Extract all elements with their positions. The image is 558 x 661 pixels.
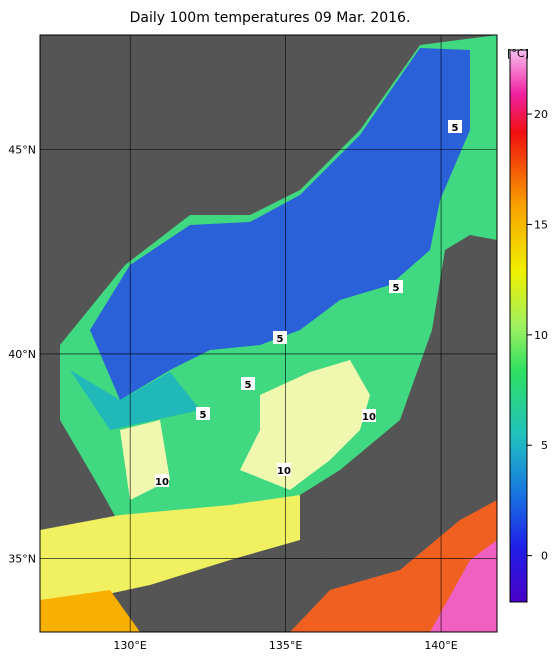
sea-red (290, 500, 497, 632)
contour-label: 10 (362, 412, 376, 423)
contour-label: 10 (155, 477, 169, 488)
land-hokkaido (445, 235, 497, 330)
title: Daily 100m temperatures 09 Mar. 2016. (130, 10, 411, 26)
contour-label-bg (155, 474, 169, 487)
sea-teal (70, 370, 200, 430)
lat-tick-label: 40°N (8, 348, 36, 361)
contour-label: 5 (245, 380, 252, 391)
contour-label: 5 (277, 334, 284, 345)
colorbar-tick-label: 5 (541, 439, 548, 452)
frame (39, 34, 498, 633)
contour-label-bg (196, 407, 210, 420)
lon-tick-label: 130°E (113, 639, 146, 652)
contour-label-bg (241, 377, 255, 390)
lat-tick-label: 35°N (8, 552, 36, 565)
sea-yellow (40, 495, 300, 600)
contour-label: 5 (452, 123, 459, 134)
colorbar (509, 49, 528, 603)
contour-label-bg (448, 120, 462, 133)
contour-label-bg (362, 409, 376, 422)
contour-label: 5 (200, 410, 207, 421)
colorbar-tick-label: 15 (534, 218, 548, 231)
lon-tick-label: 140°E (424, 639, 457, 652)
contour-label-bg (273, 331, 287, 344)
colorbar-tick-label: 0 (541, 550, 548, 563)
contour-label: 5 (393, 283, 400, 294)
land-japan (300, 380, 497, 560)
contour-label: 10 (277, 466, 291, 477)
sea-pink (430, 540, 497, 632)
contour-labels: 5 5 5 5 5 10 10 10 (155, 120, 462, 488)
grid (40, 35, 497, 632)
colorbar-tick-label: 20 (534, 108, 548, 121)
contour-label-bg (389, 280, 403, 293)
sea-blue (90, 48, 470, 400)
colorbar-unit: [°C] (507, 47, 529, 60)
sea-orange (40, 590, 140, 632)
lon-tick-label: 135°E (269, 639, 302, 652)
sea-warm (240, 360, 370, 490)
contour-label-bg (277, 463, 291, 476)
lat-tick-label: 45°N (8, 143, 36, 156)
map-area: 5 5 5 5 5 10 10 10 (40, 35, 497, 632)
colorbar-tick-label: 10 (534, 329, 548, 342)
axes: 130°E 135°E 140°E 35°N 40°N 45°N 0 5 10 15 20 (8, 108, 548, 652)
